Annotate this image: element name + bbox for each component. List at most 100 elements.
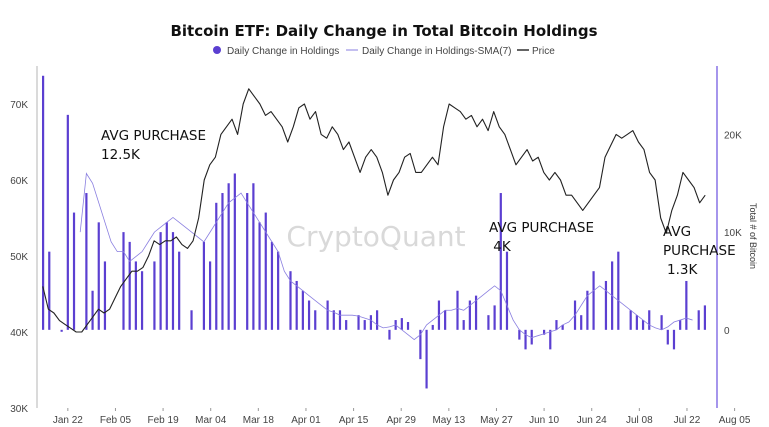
holdings-bar [487,315,490,330]
holdings-bar [666,329,669,345]
holdings-bar [202,241,206,330]
holdings-bar [388,329,391,340]
left-tick-label: 70K [10,100,28,111]
holdings-bar [524,329,527,350]
holdings-bar [703,305,707,330]
x-tick-label: Apr 01 [291,415,321,426]
annotation-avg-purchase: AVG PURCHASE 12.5K [101,128,206,163]
price-line [42,88,706,333]
holdings-bar [604,280,608,330]
holdings-bar [66,114,69,330]
legend-marker-holdings [213,46,221,54]
annotation-line: AVG PURCHASE [489,220,594,236]
holdings-bar [363,320,366,330]
holdings-bar [549,329,552,350]
annotation-line: AVG PURCHASE [101,128,206,144]
holdings-bar [462,320,465,330]
price-series [42,88,706,333]
annotation-line: AVG [663,224,691,240]
holdings-bar [499,193,502,330]
legend: Daily Change in Holdings Daily Change in… [213,46,555,57]
holdings-bar [326,300,329,330]
annotations: AVG PURCHASE 12.5K AVG PURCHASE 4K AVG PURCH… [101,128,736,278]
holdings-bar [629,310,632,330]
left-tick-label: 40K [10,328,28,339]
left-tick-label: 60K [10,176,28,187]
holdings-bar [97,222,100,330]
holdings-bar [672,329,676,350]
holdings-bar [221,193,224,330]
x-tick-label: Jan 22 [53,415,83,426]
holdings-bar [345,320,348,330]
holdings-bar [307,300,311,330]
holdings-bar [679,320,682,330]
holdings-bar [140,271,144,330]
chart-title: Bitcoin ETF: Daily Change in Total Bitco… [170,22,597,40]
x-tick-label: Jul 08 [626,415,653,426]
holdings-bar [444,310,447,330]
holdings-bar [72,212,76,330]
holdings-bar [474,295,478,330]
right-tick-label: 10K [724,228,742,239]
holdings-bar [246,193,249,330]
holdings-bar [400,318,403,330]
holdings-bar [277,251,280,330]
x-tick-label: Feb 05 [100,415,132,426]
holdings-bar [264,212,267,330]
holdings-bar [48,251,51,330]
annotation-line: 1.3K [667,262,698,278]
right-axis-title: Total # of Bitcoin [748,203,758,269]
holdings-bar [332,310,335,330]
legend-label-holdings: Daily Change in Holdings [227,46,339,57]
annotation-line: 12.5K [101,147,141,163]
left-tick-label: 30K [10,404,28,415]
holdings-bar [122,232,125,330]
holdings-bar [685,280,688,330]
holdings-bar [153,261,156,330]
holdings-bar [258,222,261,330]
holdings-bar [270,241,274,330]
holdings-bar [314,310,317,330]
x-tick-label: Apr 29 [386,415,416,426]
left-tick-label: 50K [10,252,28,263]
holdings-bar [697,310,700,330]
holdings-bar [41,75,45,330]
holdings-bars [41,75,707,389]
x-tick-label: Jun 24 [577,415,607,426]
holdings-bar [357,315,360,330]
x-tick-label: Mar 04 [195,415,227,426]
holdings-bar [468,300,471,330]
holdings-bar [369,315,373,330]
x-tick-label: Aug 05 [719,415,751,426]
left-axis-ticks: 30K 40K 50K 60K 70K [10,100,28,415]
holdings-bar [406,322,410,330]
annotation-avg-purchase: AVG PURCHASE 1.3K [663,224,736,278]
holdings-bar [641,320,645,330]
x-axis-ticks: Jan 22 Feb 05 Feb 19 Mar 04 Mar 18 Apr 01 Apr … [53,408,751,426]
holdings-bar [190,310,193,330]
x-tick-label: Mar 18 [243,415,275,426]
right-tick-label: 0 [724,326,730,337]
holdings-bar [128,241,131,330]
x-tick-label: May 13 [432,415,465,426]
annotation-line: 4K [489,239,512,255]
holdings-bar [171,232,175,330]
holdings-bar [159,232,162,330]
holdings-bar [85,193,88,330]
watermark: CryptoQuant [286,220,465,253]
holdings-bar [592,271,595,330]
holdings-bar [215,202,218,330]
right-axis-ticks: 0 10K 20K [724,130,742,336]
x-tick-label: Jun 10 [529,415,559,426]
holdings-bar [580,315,583,330]
holdings-bar [103,261,107,330]
holdings-bar [165,222,168,330]
holdings-bar [252,183,255,330]
holdings-bar [456,290,459,330]
holdings-bar [227,183,230,330]
holdings-bar [295,280,298,330]
holdings-bar [542,329,546,335]
holdings-bar [648,310,651,330]
holdings-bar [505,251,509,330]
